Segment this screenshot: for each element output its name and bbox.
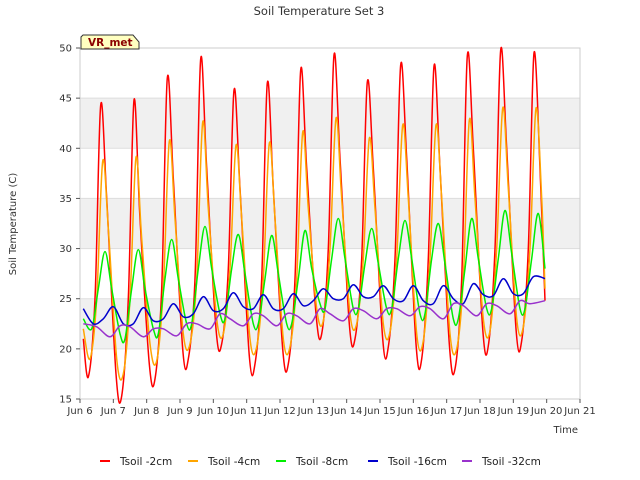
y-tick-label: 50 xyxy=(59,44,72,55)
y-tick-label: 30 xyxy=(59,244,72,255)
x-tick-label: Jun 21 xyxy=(563,406,596,417)
legend-label-tsoil-2cm: Tsoil -2cm xyxy=(119,456,172,468)
site-label: VR_met xyxy=(88,37,133,49)
chart-title: Soil Temperature Set 3 xyxy=(254,4,385,18)
y-tick-label: 40 xyxy=(59,144,72,155)
x-axis-label: Time xyxy=(553,425,578,436)
site-label-box: VR_met xyxy=(80,34,140,50)
x-tick-label: Jun 17 xyxy=(430,406,463,417)
legend-label-tsoil-8cm: Tsoil -8cm xyxy=(295,456,348,468)
x-tick-label: Jun 9 xyxy=(166,406,192,417)
x-axis-ticks: Jun 6 Jun 7 Jun 8 Jun 9 Jun 10 Jun 11 Jun 12 Ju… xyxy=(66,399,596,417)
x-tick-label: Jun 13 xyxy=(297,406,330,417)
x-tick-label: Jun 18 xyxy=(463,406,496,417)
series-line-tsoil-32cm xyxy=(83,299,546,338)
y-tick-label: 25 xyxy=(59,294,72,305)
y-axis-ticks: 15 20 25 30 35 40 45 50 xyxy=(59,44,80,406)
x-tick-label: Jun 8 xyxy=(133,406,159,417)
background-band xyxy=(80,98,580,149)
legend-label-tsoil-16cm: Tsoil -16cm xyxy=(387,456,447,468)
legend-label-tsoil-32cm: Tsoil -32cm xyxy=(481,456,541,468)
x-tick-label: Jun 12 xyxy=(263,406,296,417)
y-axis-label: Soil Temperature (C) xyxy=(8,173,19,276)
x-tick-label: Jun 19 xyxy=(497,406,530,417)
y-tick-label: 35 xyxy=(59,194,72,205)
x-tick-label: Jun 16 xyxy=(397,406,430,417)
x-tick-label: Jun 15 xyxy=(363,406,396,417)
y-tick-label: 45 xyxy=(59,94,72,105)
y-tick-label: 20 xyxy=(59,344,72,355)
series-lines xyxy=(82,46,546,404)
legend: Tsoil -2cm Tsoil -4cm Tsoil -8cm Tsoil -16c… xyxy=(100,456,541,468)
series-line-tsoil-8cm xyxy=(82,209,546,344)
site-label-shape xyxy=(80,34,140,50)
x-tick-label: Jun 6 xyxy=(66,406,92,417)
y-tick-label: 15 xyxy=(59,395,72,406)
x-tick-label: Jun 7 xyxy=(100,406,126,417)
series-line-tsoil-16cm xyxy=(82,275,546,327)
x-tick-label: Jun 20 xyxy=(530,406,563,417)
plot-frame xyxy=(79,47,581,400)
x-tick-label: Jun 11 xyxy=(230,406,263,417)
legend-label-tsoil-4cm: Tsoil -4cm xyxy=(207,456,260,468)
background-band xyxy=(80,298,580,349)
x-tick-label: Jun 14 xyxy=(330,406,363,417)
x-tick-label: Jun 10 xyxy=(197,406,230,417)
